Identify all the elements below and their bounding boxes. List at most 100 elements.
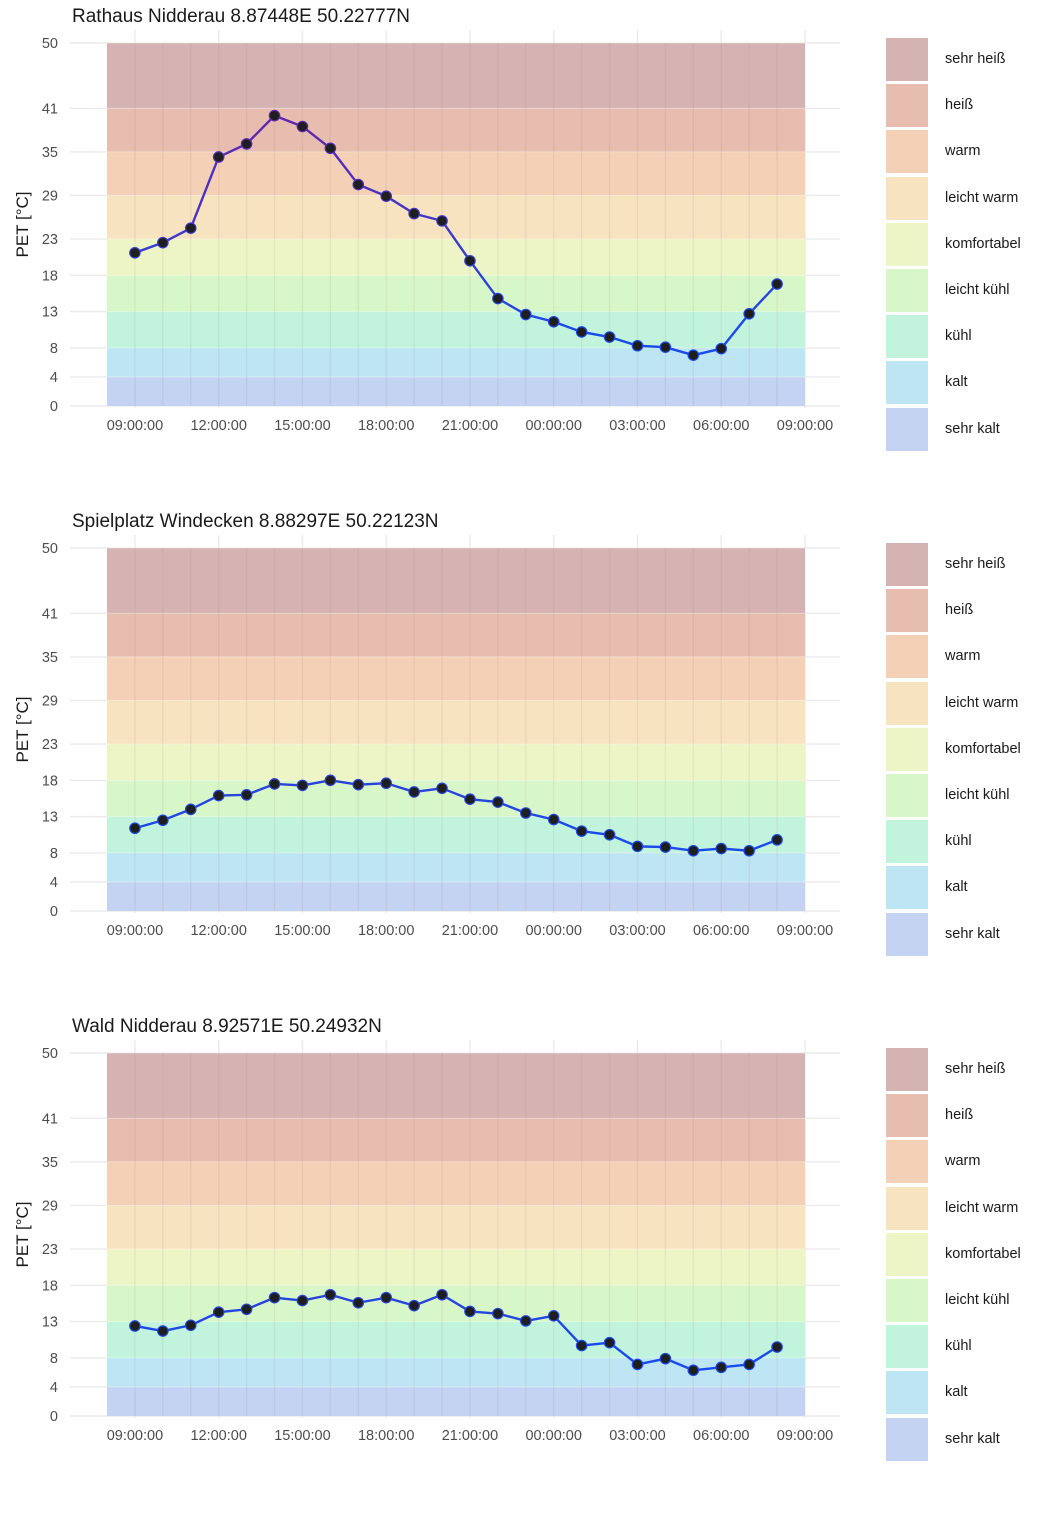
- y-axis-title: PET [°C]: [13, 1202, 32, 1268]
- legend-swatch: [886, 681, 928, 725]
- legend-swatch: [886, 176, 928, 220]
- y-axis-title: PET [°C]: [13, 697, 32, 763]
- y-tick-label: 4: [50, 1380, 58, 1396]
- legend-swatch: [886, 84, 928, 128]
- legend-swatch: [886, 773, 928, 817]
- data-point: [352, 778, 365, 791]
- data-point: [184, 803, 197, 816]
- x-tick-label: 00:00:00: [525, 418, 581, 434]
- data-point: [268, 778, 281, 790]
- data-point: [575, 1339, 588, 1352]
- x-tick-label: 03:00:00: [609, 418, 665, 434]
- legend-swatch: [886, 315, 928, 359]
- legend-label: sehr heiß: [945, 556, 1006, 572]
- band-heiß: [107, 1118, 805, 1162]
- data-point: [352, 1296, 365, 1309]
- y-tick-label: 35: [42, 650, 58, 666]
- legend-swatch: [886, 820, 928, 864]
- band-heiß: [107, 108, 805, 152]
- chart-title: Rathaus Nidderau 8.87448E 50.22777N: [72, 6, 411, 27]
- data-point: [464, 793, 476, 805]
- legend-item: leicht kühl: [886, 268, 1039, 315]
- x-tick-label: 06:00:00: [693, 923, 749, 939]
- legend: sehr heiß heiß warm leicht warm komfortabel l…: [886, 38, 1039, 454]
- data-point: [519, 1315, 532, 1327]
- series-line-segment: [552, 1314, 583, 1347]
- legend-label: leicht kühl: [945, 786, 1010, 803]
- legend-label: leicht warm: [945, 189, 1019, 206]
- legend-label: leicht kühl: [945, 281, 1010, 298]
- data-point: [547, 813, 560, 826]
- legend-label: heiß: [945, 1107, 974, 1124]
- data-point: [715, 1361, 728, 1374]
- band-sehr-kalt: [107, 376, 805, 406]
- x-tick-label: 15:00:00: [274, 923, 330, 939]
- y-tick-label: 35: [42, 1155, 58, 1171]
- data-point: [184, 222, 197, 234]
- y-axis-title: PET [°C]: [13, 192, 32, 258]
- x-tick-label: 21:00:00: [442, 923, 498, 939]
- series-line-segment: [468, 259, 500, 300]
- legend-label: kalt: [945, 1384, 968, 1401]
- legend-item: heiß: [886, 84, 1039, 130]
- legend-item: sehr heiß: [886, 543, 1039, 589]
- legend-swatch: [886, 361, 928, 405]
- legend-label: heiß: [945, 602, 974, 619]
- data-point: [492, 292, 504, 305]
- x-tick-label: 00:00:00: [525, 1428, 581, 1444]
- data-point: [129, 1320, 141, 1332]
- legend-label: kühl: [945, 1338, 972, 1355]
- legend-swatch: [886, 130, 928, 174]
- data-point: [212, 789, 225, 802]
- data-point: [157, 814, 169, 827]
- data-point: [603, 828, 616, 841]
- legend-item: kalt: [886, 361, 1039, 407]
- data-point: [436, 1288, 448, 1301]
- x-tick-label: 21:00:00: [442, 418, 498, 434]
- data-point: [129, 247, 141, 259]
- legend-item: heiß: [886, 589, 1039, 635]
- band-komfortabel: [107, 239, 805, 276]
- data-point: [157, 236, 169, 249]
- y-tick-label: 50: [42, 36, 58, 52]
- data-point: [296, 120, 309, 133]
- x-tick-label: 06:00:00: [693, 1428, 749, 1444]
- x-tick-label: 12:00:00: [190, 1428, 246, 1444]
- data-point: [659, 341, 672, 353]
- legend-item: heiß: [886, 1094, 1039, 1140]
- legend-label: sehr kalt: [945, 1430, 1000, 1447]
- data-point: [464, 1305, 476, 1318]
- legend-item: leicht warm: [886, 681, 1039, 728]
- legend-item: leicht warm: [886, 176, 1039, 223]
- legend-swatch: [886, 866, 928, 910]
- x-tick-label: 15:00:00: [274, 1428, 330, 1444]
- band-sehr-kalt: [107, 1386, 805, 1416]
- legend-label: heiß: [945, 97, 974, 114]
- legend-item: sehr heiß: [886, 1048, 1039, 1094]
- x-tick-label: 03:00:00: [609, 1428, 665, 1444]
- legend-swatch: [886, 1417, 928, 1461]
- x-tick-label: 09:00:00: [107, 923, 163, 939]
- data-point: [687, 349, 700, 361]
- data-point: [519, 308, 532, 321]
- legend-swatch: [886, 407, 928, 451]
- data-point: [268, 109, 281, 122]
- y-tick-label: 8: [50, 846, 58, 862]
- legend-item: leicht kühl: [886, 773, 1039, 820]
- y-tick-label: 41: [42, 101, 58, 117]
- legend-label: warm: [945, 648, 981, 665]
- y-tick-label: 0: [50, 1409, 58, 1425]
- data-point: [631, 840, 644, 853]
- data-point: [492, 796, 504, 808]
- legend-label: leicht warm: [945, 694, 1019, 711]
- legend-swatch: [886, 1140, 928, 1184]
- legend-label: kühl: [945, 833, 972, 850]
- legend-item: sehr heiß: [886, 38, 1039, 84]
- legend-swatch: [886, 222, 928, 266]
- data-point: [157, 1325, 169, 1337]
- data-point: [771, 1341, 783, 1353]
- band-leicht-warm: [107, 1205, 805, 1250]
- legend: sehr heiß heiß warm leicht warm komfortabel l…: [886, 1048, 1039, 1464]
- band-kalt: [107, 852, 805, 882]
- legend-swatch: [886, 38, 928, 81]
